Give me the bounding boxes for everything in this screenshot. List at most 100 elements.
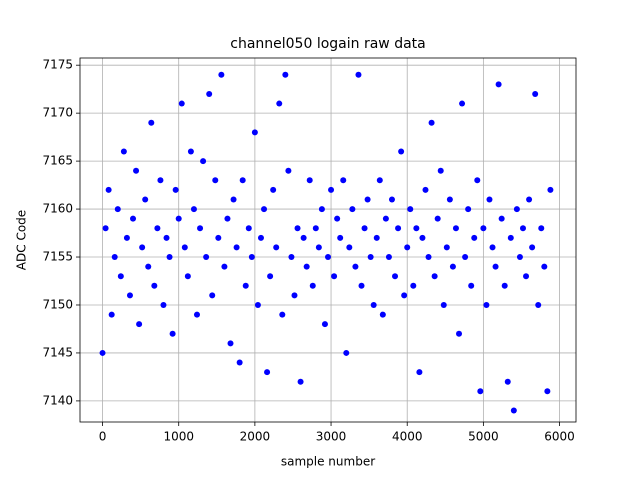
point — [200, 158, 207, 165]
point — [145, 263, 152, 270]
point — [166, 254, 173, 261]
point — [264, 369, 271, 376]
point — [452, 225, 459, 232]
point — [541, 263, 548, 270]
point — [443, 244, 450, 251]
point — [456, 330, 463, 337]
point — [425, 254, 432, 261]
point — [501, 282, 508, 289]
x-tick-label: 1000 — [163, 430, 194, 444]
point — [139, 244, 146, 251]
point — [413, 225, 420, 232]
point — [285, 167, 292, 174]
point — [233, 244, 240, 251]
point — [236, 359, 243, 366]
point — [209, 292, 216, 299]
point — [312, 225, 319, 232]
point — [267, 273, 274, 280]
y-tick-label: 7145 — [42, 345, 73, 359]
point — [334, 215, 341, 222]
point — [529, 244, 536, 251]
point — [388, 196, 395, 203]
point — [395, 225, 402, 232]
point — [297, 378, 304, 385]
x-tick-label: 0 — [99, 430, 107, 444]
point — [175, 215, 182, 222]
point — [224, 215, 231, 222]
point — [181, 244, 188, 251]
point — [126, 292, 133, 299]
point — [355, 71, 362, 78]
point — [105, 186, 112, 193]
point — [257, 234, 264, 241]
point — [343, 349, 350, 356]
point — [392, 273, 399, 280]
point — [206, 90, 213, 97]
point — [449, 263, 456, 270]
point — [117, 273, 124, 280]
point — [361, 225, 368, 232]
x-tick-label: 5000 — [468, 430, 499, 444]
point — [328, 186, 335, 193]
y-tick-label: 7140 — [42, 393, 73, 407]
point — [428, 119, 435, 126]
point — [218, 71, 225, 78]
point — [492, 263, 499, 270]
point — [434, 215, 441, 222]
point — [462, 254, 469, 261]
point — [325, 254, 331, 261]
y-tick-label: 7155 — [42, 250, 73, 264]
point — [331, 273, 338, 280]
point — [507, 234, 514, 241]
x-axis-label: sample number — [281, 455, 375, 469]
point — [431, 273, 438, 280]
point — [221, 263, 228, 270]
point — [108, 311, 115, 318]
point — [163, 234, 170, 241]
point — [544, 388, 551, 395]
point — [187, 148, 194, 155]
point — [197, 225, 204, 232]
point — [516, 254, 523, 261]
point — [510, 407, 517, 414]
point — [471, 234, 478, 241]
point — [184, 273, 191, 280]
point — [480, 225, 487, 232]
point — [337, 234, 344, 241]
point — [410, 282, 417, 289]
point — [321, 321, 328, 328]
x-tick-label: 4000 — [392, 430, 423, 444]
point — [300, 234, 307, 241]
point — [120, 148, 127, 155]
point — [486, 196, 493, 203]
point — [273, 244, 280, 251]
point — [385, 254, 392, 261]
point — [133, 167, 140, 174]
point — [373, 234, 380, 241]
point — [279, 311, 286, 318]
point — [446, 196, 453, 203]
y-tick-label: 7165 — [42, 154, 73, 168]
point — [401, 292, 408, 299]
y-tick-label: 7160 — [42, 202, 73, 216]
point — [370, 301, 377, 308]
point — [404, 244, 411, 251]
point — [242, 282, 249, 289]
point — [352, 263, 359, 270]
point — [407, 206, 414, 213]
point — [99, 349, 106, 356]
point — [102, 225, 109, 232]
y-axis-label: ADC Code — [15, 210, 29, 270]
point — [154, 225, 161, 232]
chart-title: channel050 logain raw data — [230, 36, 425, 52]
x-tick-label: 6000 — [544, 430, 575, 444]
point — [123, 234, 130, 241]
point — [519, 225, 526, 232]
point — [419, 234, 426, 241]
point — [376, 177, 383, 184]
point — [538, 225, 545, 232]
point — [474, 177, 481, 184]
point — [251, 129, 258, 136]
point — [367, 254, 374, 261]
